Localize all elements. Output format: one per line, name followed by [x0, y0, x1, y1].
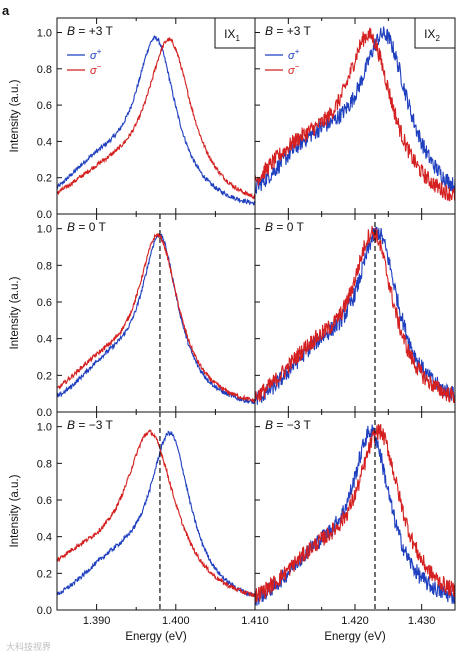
panel-2-series-sigma-plus-line [255, 26, 455, 195]
panel-6-series-sigma-plus-line [255, 424, 455, 606]
panel-5-field-label: B = −3 T [67, 418, 113, 432]
panel-5-xtick-label: 1.410 [241, 615, 269, 627]
panel-5-series-sigma-minus-line [57, 429, 255, 598]
panel-4-field-label: B = 0 T [265, 220, 304, 234]
panel-2-field-label: B = +3 T [265, 24, 311, 38]
panel-1-ytick-label: 1.0 [37, 28, 52, 40]
panel-1-legend-label: σ− [90, 62, 102, 77]
panel-5-ytick-label: 0.2 [37, 568, 52, 580]
panel-3-field-symbol: B [67, 220, 75, 234]
panel-2-tag: IX2 [424, 27, 440, 43]
panel-4-field-symbol: B [265, 220, 273, 234]
panel-2-legend-label-sup: + [295, 47, 300, 56]
panel-1-series-sigma-plus-line [57, 35, 255, 206]
panel-2-legend-label-sup: − [295, 62, 300, 71]
panel-3-ytick-label: 0.6 [37, 297, 52, 309]
panel-1-tag-sub: 1 [235, 34, 240, 43]
panel-1-ytick-label: 0.6 [37, 100, 52, 112]
panel-1-field-value: = +3 T [75, 24, 113, 38]
panel-5-xlabel: Energy (eV) [125, 631, 187, 643]
panel-2-field-symbol: B [265, 24, 273, 38]
panel-2-tag-sub: 2 [435, 34, 440, 43]
panel-5-series-sigma-plus-line [57, 430, 255, 597]
panel-1-legend-label: σ+ [90, 47, 102, 62]
panel-1-field-symbol: B [67, 24, 75, 38]
panel-2-tag-main: IX [424, 27, 435, 41]
panel-1-tag-main: IX [224, 27, 235, 41]
panel-1-ytick-label: 0.8 [37, 64, 52, 76]
panel-3-series-sigma-minus-line [57, 233, 255, 403]
panel-5-xtick-label: 1.390 [83, 615, 111, 627]
panel-1-legend-label-base: σ [90, 65, 97, 77]
panel-5-ytick-label: 0.8 [37, 458, 52, 470]
panel-3-field-label: B = 0 T [67, 220, 106, 234]
panel-1-ytick-label: 0.2 [37, 173, 52, 185]
panel-1-ytick-label: 0.4 [37, 136, 52, 148]
panel-2-series-sigma-minus-line [255, 27, 455, 202]
panel-3-ytick-label: 0.8 [37, 260, 52, 272]
panel-1-tag: IX1 [224, 27, 240, 43]
panel-4-series-sigma-minus-line [255, 225, 455, 404]
panel-5-ytick-label: 0.4 [37, 532, 52, 544]
panel-6-field-label: B = −3 T [265, 418, 311, 432]
panel-3-frame [56, 213, 256, 413]
panel-1-legend-label-sup: + [97, 47, 102, 56]
panel-3-ytick-label: 0.2 [37, 370, 52, 382]
panel-letter: a [2, 3, 10, 18]
panel-6-field-value: = −3 T [273, 418, 311, 432]
panel-2-legend-label-base: σ [288, 65, 295, 77]
panel-1-legend-label-sup: − [97, 62, 102, 71]
panel-1-field-label: B = +3 T [67, 24, 113, 38]
panel-1-tag-box [214, 17, 256, 49]
panel-5-ylabel: Intensity (a.u.) [9, 474, 21, 547]
panel-5-ytick-label: 0.6 [37, 495, 52, 507]
panel-6-xlabel: Energy (eV) [324, 631, 386, 643]
panel-3-ytick-label: 0.4 [37, 334, 52, 346]
panel-6-field-symbol: B [265, 418, 273, 432]
panel-6-series-sigma-minus-line [255, 423, 455, 603]
panel-6-xtick-label: 1.430 [408, 615, 436, 627]
panel-4-field-value: = 0 T [273, 220, 304, 234]
panel-5-field-symbol: B [67, 418, 75, 432]
panel-3-series-sigma-plus-line [57, 232, 255, 405]
panel-3-ytick-label: 1.0 [37, 224, 52, 236]
panel-2-legend-label-base: σ [288, 50, 295, 62]
panel-2-tag-box [414, 17, 456, 49]
panel-5-field-value: = −3 T [75, 418, 113, 432]
panel-2-legend-label: σ− [288, 62, 300, 77]
panel-6-xtick-label: 1.420 [341, 615, 369, 627]
panel-1-ylabel: Intensity (a.u.) [9, 79, 21, 152]
panel-1-legend-label-base: σ [90, 50, 97, 62]
watermark: 大科技视界 [6, 642, 52, 652]
panel-1-series-sigma-minus-line [57, 36, 255, 200]
panel-2-legend-label: σ+ [288, 47, 300, 62]
panel-5-ytick-label: 0.0 [37, 605, 52, 617]
panel-3-ylabel: Intensity (a.u.) [9, 276, 21, 349]
panel-4-series-sigma-plus-line [255, 226, 455, 405]
panel-5-ytick-label: 1.0 [37, 422, 52, 434]
panel-1-ytick-label: 0.0 [37, 209, 52, 221]
panel-3-field-value: = 0 T [75, 220, 106, 234]
panel-2-field-value: = +3 T [273, 24, 311, 38]
panel-5-xtick-label: 1.400 [162, 615, 190, 627]
panel-3-ytick-label: 0.0 [37, 407, 52, 419]
